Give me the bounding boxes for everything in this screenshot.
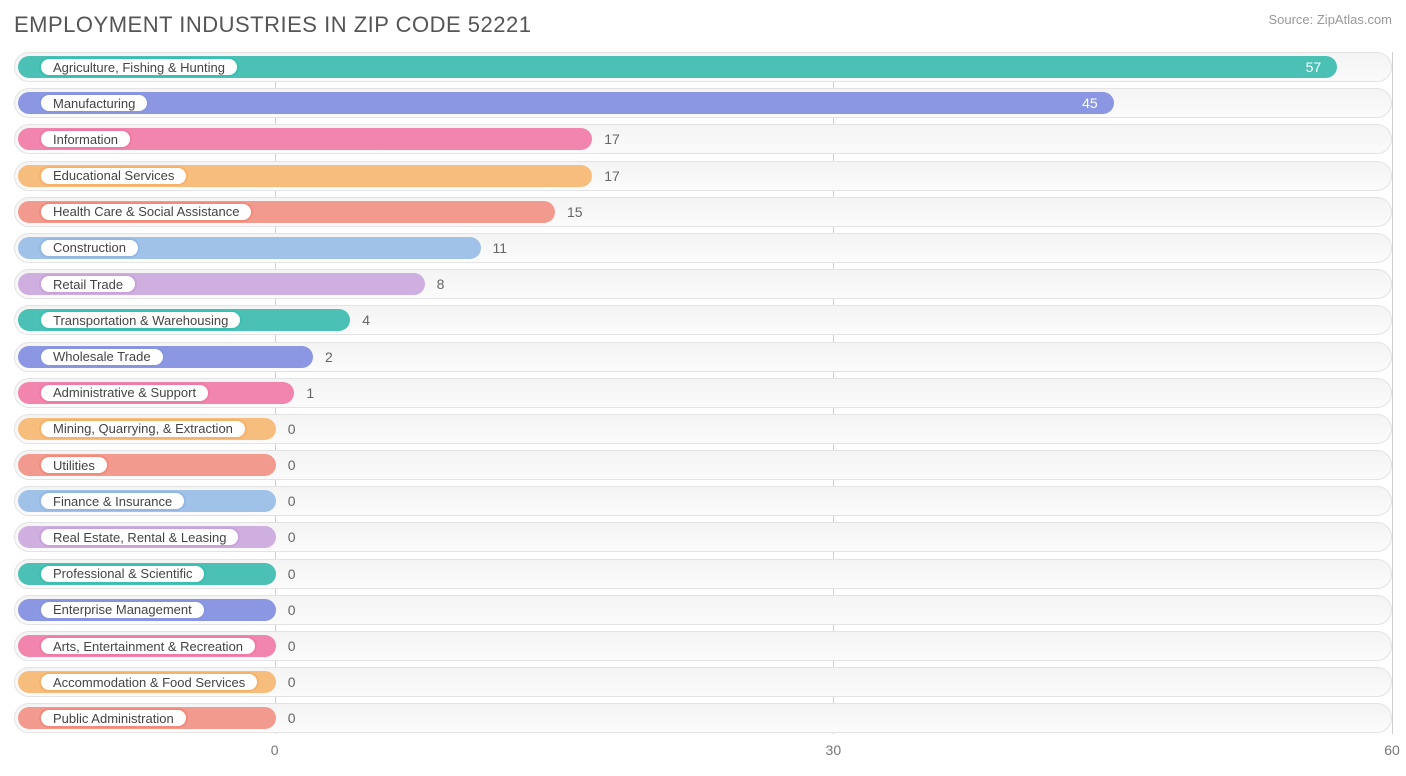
bar-label-pill: Arts, Entertainment & Recreation (39, 636, 257, 656)
bar-row: Real Estate, Rental & Leasing 0 (14, 522, 1392, 552)
bar-row: Construction 11 (14, 233, 1392, 263)
bar-label-pill: Agriculture, Fishing & Hunting (39, 57, 239, 77)
bar-value: 0 (288, 415, 296, 443)
bar-value: 0 (288, 668, 296, 696)
bar-label-pill: Mining, Quarrying, & Extraction (39, 419, 247, 439)
bar-row: Utilities 0 (14, 450, 1392, 480)
bar-value: 15 (567, 198, 583, 226)
bar-label: Health Care & Social Assistance (53, 204, 239, 219)
bar-label: Real Estate, Rental & Leasing (53, 530, 226, 545)
gridline (1392, 52, 1393, 734)
x-axis: 03060 (14, 740, 1392, 762)
bar-row: Health Care & Social Assistance 15 (14, 197, 1392, 227)
bar-label-pill: Transportation & Warehousing (39, 310, 242, 330)
bar-value: 1 (306, 379, 314, 407)
bar-label: Public Administration (53, 711, 174, 726)
bar-row: Administrative & Support 1 (14, 378, 1392, 408)
bar-label: Arts, Entertainment & Recreation (53, 639, 243, 654)
x-tick-label: 60 (1384, 742, 1400, 758)
bar-label: Retail Trade (53, 277, 123, 292)
bar-value: 17 (604, 125, 620, 153)
chart-header: EMPLOYMENT INDUSTRIES IN ZIP CODE 52221 … (14, 12, 1392, 38)
bar-value: 0 (288, 632, 296, 660)
bar-label-pill: Utilities (39, 455, 109, 475)
x-tick-label: 30 (826, 742, 842, 758)
bar-label-pill: Administrative & Support (39, 383, 210, 403)
bar-value: 0 (288, 487, 296, 515)
bar-label: Agriculture, Fishing & Hunting (53, 60, 225, 75)
bar-label-pill: Real Estate, Rental & Leasing (39, 527, 240, 547)
bar-value: 0 (288, 596, 296, 624)
bar-label: Finance & Insurance (53, 494, 172, 509)
bar-value: 8 (437, 270, 445, 298)
bar-row: Wholesale Trade 2 (14, 342, 1392, 372)
bar-row: Retail Trade 8 (14, 269, 1392, 299)
bar-value: 11 (493, 234, 508, 262)
bar-row: Mining, Quarrying, & Extraction 0 (14, 414, 1392, 444)
bar-value: 0 (288, 704, 296, 732)
bar-label-pill: Enterprise Management (39, 600, 206, 620)
bar-label: Accommodation & Food Services (53, 675, 245, 690)
bar-fill (18, 92, 1114, 114)
bar-row: Information 17 (14, 124, 1392, 154)
bar-label-pill: Health Care & Social Assistance (39, 202, 253, 222)
bar-value: 57 (1306, 53, 1322, 81)
bar-label-pill: Information (39, 129, 132, 149)
bar-chart: Agriculture, Fishing & Hunting 57 Manufact… (14, 52, 1392, 762)
bar-label: Enterprise Management (53, 602, 192, 617)
bar-row: Arts, Entertainment & Recreation 0 (14, 631, 1392, 661)
bar-row: Manufacturing 45 (14, 88, 1392, 118)
bar-row: Agriculture, Fishing & Hunting 57 (14, 52, 1392, 82)
bar-row: Finance & Insurance 0 (14, 486, 1392, 516)
bar-value: 2 (325, 343, 333, 371)
bar-label: Utilities (53, 458, 95, 473)
bar-value: 45 (1082, 89, 1098, 117)
bar-label-pill: Manufacturing (39, 93, 149, 113)
bar-value: 0 (288, 560, 296, 588)
bar-row: Transportation & Warehousing 4 (14, 305, 1392, 335)
bar-label-pill: Finance & Insurance (39, 491, 186, 511)
bar-row: Educational Services 17 (14, 161, 1392, 191)
bar-label: Wholesale Trade (53, 349, 151, 364)
bar-label: Manufacturing (53, 96, 135, 111)
bar-label: Educational Services (53, 168, 174, 183)
bar-label-pill: Construction (39, 238, 140, 258)
chart-title: EMPLOYMENT INDUSTRIES IN ZIP CODE 52221 (14, 12, 532, 38)
bar-label-pill: Wholesale Trade (39, 347, 165, 367)
bar-value: 0 (288, 523, 296, 551)
bar-row: Accommodation & Food Services 0 (14, 667, 1392, 697)
bar-label: Administrative & Support (53, 385, 196, 400)
chart-source: Source: ZipAtlas.com (1268, 12, 1392, 27)
bar-row: Professional & Scientific 0 (14, 559, 1392, 589)
bar-row: Enterprise Management 0 (14, 595, 1392, 625)
bar-label: Information (53, 132, 118, 147)
bar-label: Professional & Scientific (53, 566, 192, 581)
bar-label-pill: Accommodation & Food Services (39, 672, 259, 692)
bar-label-pill: Professional & Scientific (39, 564, 206, 584)
bar-row: Public Administration 0 (14, 703, 1392, 733)
bar-label: Transportation & Warehousing (53, 313, 228, 328)
x-tick-label: 0 (271, 742, 279, 758)
bar-label-pill: Public Administration (39, 708, 188, 728)
bar-value: 17 (604, 162, 620, 190)
bar-label-pill: Educational Services (39, 166, 188, 186)
bar-value: 0 (288, 451, 296, 479)
bar-value: 4 (362, 306, 370, 334)
bar-label-pill: Retail Trade (39, 274, 137, 294)
bar-label: Construction (53, 240, 126, 255)
bar-label: Mining, Quarrying, & Extraction (53, 421, 233, 436)
